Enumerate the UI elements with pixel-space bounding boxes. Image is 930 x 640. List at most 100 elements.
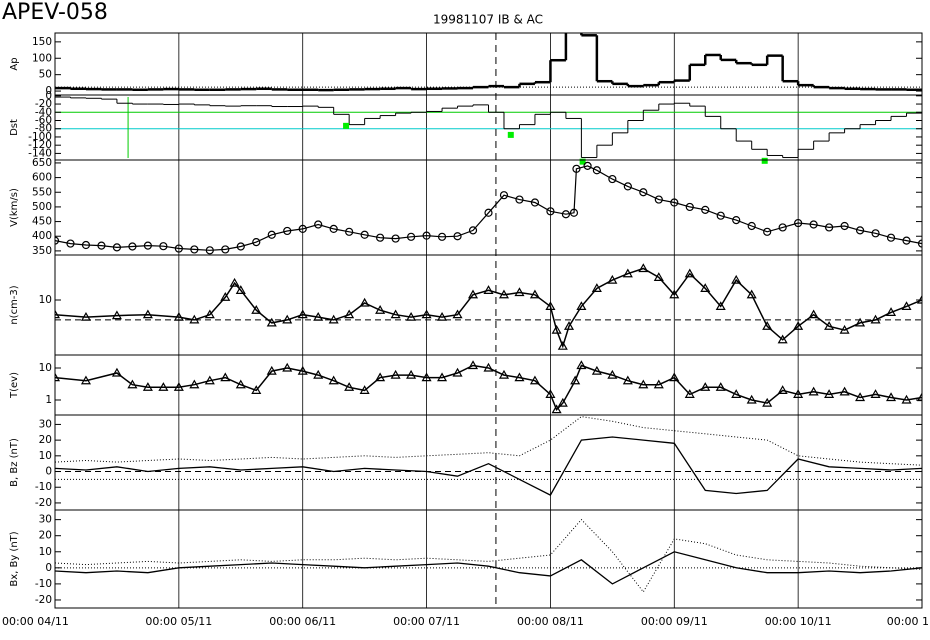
panel bbox=[55, 33, 922, 92]
marker bbox=[916, 294, 922, 304]
y-tick-label: -20 bbox=[35, 497, 52, 509]
marker bbox=[622, 375, 633, 385]
event-marker bbox=[507, 131, 514, 138]
marker bbox=[808, 386, 819, 396]
marker bbox=[839, 324, 850, 334]
panel bbox=[55, 416, 922, 496]
panel-frame bbox=[54, 159, 923, 256]
marker bbox=[498, 289, 510, 299]
marker bbox=[173, 311, 184, 321]
marker bbox=[529, 375, 540, 385]
y-tick-label: 1 bbox=[45, 394, 52, 406]
marker bbox=[561, 210, 571, 219]
marker bbox=[236, 242, 245, 251]
marker bbox=[174, 244, 183, 253]
marker bbox=[55, 309, 61, 319]
marker bbox=[715, 382, 726, 391]
y-tick-label: -10 bbox=[35, 578, 52, 590]
marker bbox=[112, 243, 122, 252]
series-line bbox=[55, 436, 922, 496]
marker bbox=[545, 389, 556, 398]
marker bbox=[917, 239, 922, 248]
y-tick-label: -20 bbox=[35, 98, 52, 110]
marker bbox=[569, 208, 579, 217]
marker bbox=[328, 375, 339, 385]
marker bbox=[684, 389, 695, 398]
marker bbox=[498, 369, 510, 379]
marker bbox=[282, 362, 293, 372]
y-axis-label: T(ev) bbox=[9, 372, 20, 399]
y-tick-label: 10 bbox=[39, 294, 52, 306]
marker bbox=[530, 198, 540, 207]
panel-frame bbox=[54, 414, 923, 511]
marker bbox=[638, 379, 649, 389]
marker bbox=[715, 301, 726, 310]
marker bbox=[514, 372, 525, 382]
marker bbox=[886, 392, 897, 402]
marker bbox=[55, 236, 60, 245]
marker bbox=[282, 314, 293, 324]
marker bbox=[453, 232, 462, 241]
marker bbox=[359, 297, 370, 307]
series-line bbox=[55, 551, 922, 585]
marker bbox=[266, 365, 277, 375]
y-tick-label: 150 bbox=[32, 36, 52, 48]
marker bbox=[916, 392, 922, 402]
marker bbox=[638, 263, 649, 273]
panel bbox=[55, 161, 922, 255]
marker bbox=[313, 311, 324, 321]
marker bbox=[298, 224, 307, 234]
marker bbox=[529, 289, 540, 299]
marker bbox=[484, 208, 493, 217]
marker bbox=[204, 375, 215, 385]
y-axis-label: B, Bz (nT) bbox=[9, 438, 20, 487]
marker bbox=[467, 289, 479, 299]
marker bbox=[205, 246, 214, 255]
y-tick-label: -120 bbox=[28, 139, 52, 151]
y-tick-label: -10 bbox=[35, 481, 52, 493]
event-marker bbox=[761, 157, 768, 164]
marker bbox=[375, 305, 386, 314]
marker bbox=[467, 360, 479, 370]
marker bbox=[142, 382, 153, 391]
marker bbox=[437, 311, 448, 321]
marker bbox=[576, 301, 587, 310]
marker bbox=[778, 223, 787, 232]
figure-subtitle: 19981107 IB & AC bbox=[433, 13, 543, 27]
y-tick-label: 100 bbox=[32, 52, 52, 64]
marker bbox=[653, 272, 664, 281]
marker bbox=[669, 289, 680, 299]
marker bbox=[158, 382, 169, 391]
y-axis-label: Dst bbox=[9, 119, 20, 136]
marker bbox=[901, 394, 912, 404]
marker bbox=[406, 369, 417, 379]
marker bbox=[551, 404, 562, 414]
marker bbox=[639, 188, 648, 197]
marker bbox=[221, 245, 230, 254]
marker bbox=[81, 240, 91, 250]
marker bbox=[437, 232, 447, 241]
marker bbox=[344, 382, 355, 391]
marker bbox=[344, 309, 355, 319]
x-tick-label: 00:00 10/11 bbox=[765, 615, 832, 628]
marker bbox=[700, 283, 711, 292]
marker bbox=[902, 236, 911, 245]
y-tick-label: 30 bbox=[39, 514, 52, 526]
series-line bbox=[55, 518, 922, 593]
marker bbox=[266, 317, 277, 327]
marker bbox=[251, 305, 262, 314]
series-line bbox=[55, 416, 922, 466]
marker bbox=[855, 317, 866, 327]
panel-frame bbox=[54, 254, 923, 356]
marker bbox=[97, 241, 106, 250]
marker bbox=[607, 274, 618, 284]
y-axis-label: V(km/s) bbox=[9, 188, 20, 227]
marker bbox=[220, 292, 231, 301]
marker bbox=[391, 234, 400, 243]
series-line bbox=[55, 165, 922, 251]
marker bbox=[654, 195, 663, 204]
marker bbox=[840, 221, 849, 231]
marker bbox=[422, 231, 431, 240]
marker bbox=[746, 394, 757, 404]
y-tick-label: 0 bbox=[45, 466, 52, 478]
